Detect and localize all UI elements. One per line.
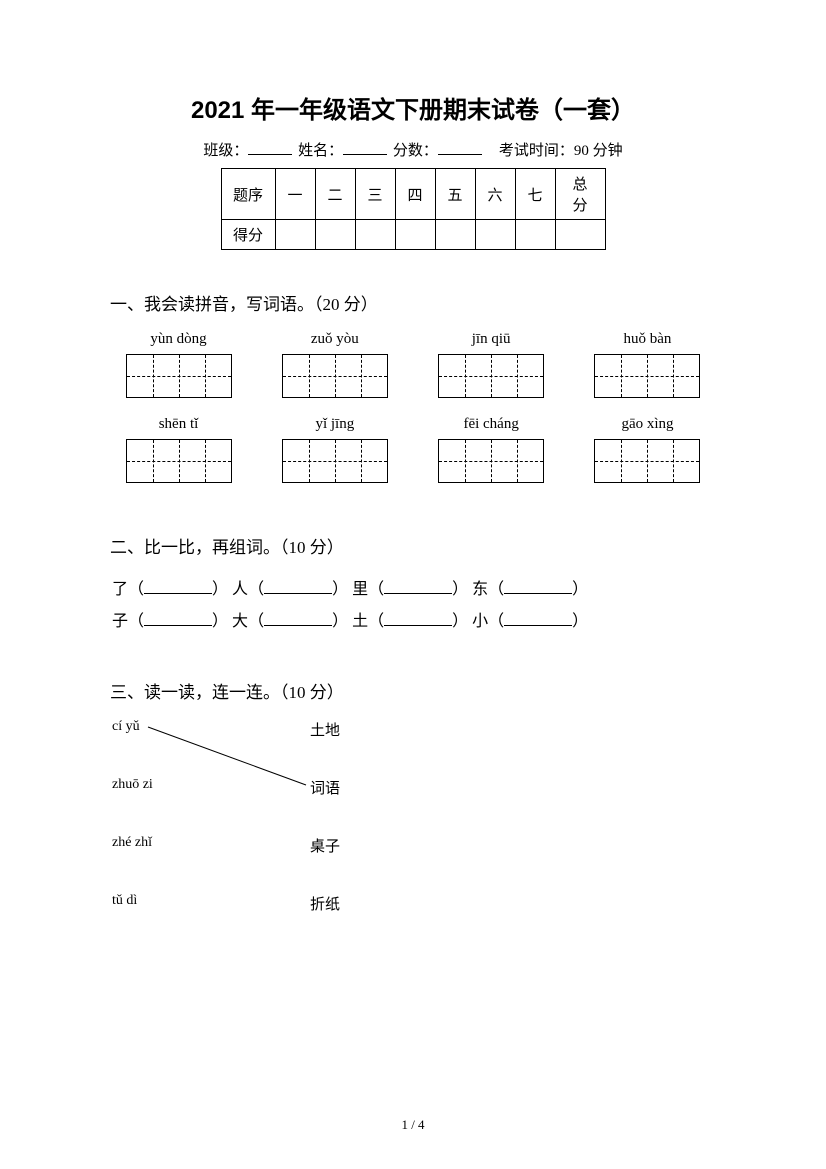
tian-box[interactable] xyxy=(282,439,388,483)
th-3: 三 xyxy=(355,169,395,220)
th-total: 总分 xyxy=(555,169,605,220)
time-label: 考试时间：90 分钟 xyxy=(499,143,623,159)
pinyin-row-2: shēn tǐ yǐ jīng fēi cháng gāo xìng xyxy=(116,416,710,483)
pinyin-label: yùn dòng xyxy=(116,331,241,348)
page: 2021 年一年级语文下册期末试卷（一套） 班级： 姓名： 分数： 考试时间：9… xyxy=(0,0,826,1169)
pinyin-row-1: yùn dòng zuǒ yòu jīn qiū huǒ bàn xyxy=(116,331,710,398)
match-right-item[interactable]: 土地 xyxy=(310,719,340,740)
td-score-6[interactable] xyxy=(475,220,515,250)
tian-box[interactable] xyxy=(126,354,232,398)
class-label: 班级： xyxy=(203,143,248,159)
cmp-char: 了 xyxy=(112,581,128,598)
section-1-heading: 一、我会读拼音，写词语。（20 分） xyxy=(110,290,716,315)
th-4: 四 xyxy=(395,169,435,220)
match-right-item[interactable]: 桌子 xyxy=(310,835,340,856)
th-6: 六 xyxy=(475,169,515,220)
pinyin-item: zuǒ yòu xyxy=(272,331,397,398)
pinyin-item: gāo xìng xyxy=(585,416,710,483)
pinyin-label: gāo xìng xyxy=(585,416,710,433)
section-2-heading: 二、比一比，再组词。（10 分） xyxy=(110,533,716,558)
pinyin-item: yǐ jīng xyxy=(272,416,397,483)
info-line: 班级： 姓名： 分数： 考试时间：90 分钟 xyxy=(110,139,716,160)
cmp-char: 东 xyxy=(472,581,488,598)
pinyin-label: zuǒ yòu xyxy=(272,331,397,348)
cmp-blank[interactable] xyxy=(384,614,452,626)
tian-box[interactable] xyxy=(438,439,544,483)
cmp-blank[interactable] xyxy=(144,582,212,594)
pinyin-item: yùn dòng xyxy=(116,331,241,398)
pinyin-label: shēn tǐ xyxy=(116,416,241,433)
page-footer: 1 / 4 xyxy=(0,1117,826,1133)
pinyin-label: yǐ jīng xyxy=(272,416,397,433)
match-right-item[interactable]: 折纸 xyxy=(310,893,340,914)
cmp-char: 大 xyxy=(232,613,248,630)
td-score-label: 得分 xyxy=(221,220,275,250)
tian-box[interactable] xyxy=(438,354,544,398)
cmp-char: 里 xyxy=(352,581,368,598)
cmp-char: 小 xyxy=(472,613,488,630)
class-blank[interactable] xyxy=(248,141,292,155)
match-left-item[interactable]: zhé zhǐ xyxy=(112,835,152,851)
section-3-heading: 三、读一读，连一连。（10 分） xyxy=(110,678,716,703)
table-row: 题序 一 二 三 四 五 六 七 总分 xyxy=(221,169,605,220)
score-label: 分数： xyxy=(393,143,438,159)
compare-line-1: 了（） 人（） 里（） 东（） xyxy=(112,574,716,606)
pinyin-item: fēi cháng xyxy=(429,416,554,483)
th-7: 七 xyxy=(515,169,555,220)
cmp-char: 土 xyxy=(352,613,368,630)
pinyin-item: huǒ bàn xyxy=(585,331,710,398)
td-score-1[interactable] xyxy=(275,220,315,250)
score-blank[interactable] xyxy=(438,141,482,155)
pinyin-label: jīn qiū xyxy=(429,331,554,348)
td-score-5[interactable] xyxy=(435,220,475,250)
name-label: 姓名： xyxy=(298,143,343,159)
td-score-2[interactable] xyxy=(315,220,355,250)
cmp-char: 子 xyxy=(112,613,128,630)
match-left-item[interactable]: zhuō zi xyxy=(112,777,153,793)
td-score-total[interactable] xyxy=(555,220,605,250)
pinyin-item: jīn qiū xyxy=(429,331,554,398)
td-score-7[interactable] xyxy=(515,220,555,250)
pinyin-label: huǒ bàn xyxy=(585,331,710,348)
table-row: 得分 xyxy=(221,220,605,250)
match-area: cí yǔ zhuō zi zhé zhǐ tǔ dì 土地 词语 桌子 折纸 xyxy=(110,719,716,979)
th-seq: 题序 xyxy=(221,169,275,220)
match-left-item[interactable]: tǔ dì xyxy=(112,893,137,909)
tian-box[interactable] xyxy=(594,439,700,483)
cmp-blank[interactable] xyxy=(384,582,452,594)
tian-box[interactable] xyxy=(282,354,388,398)
cmp-blank[interactable] xyxy=(504,582,572,594)
page-title: 2021 年一年级语文下册期末试卷（一套） xyxy=(110,90,716,125)
cmp-blank[interactable] xyxy=(144,614,212,626)
compare-line-2: 子（） 大（） 土（） 小（） xyxy=(112,606,716,638)
th-5: 五 xyxy=(435,169,475,220)
td-score-3[interactable] xyxy=(355,220,395,250)
score-table: 题序 一 二 三 四 五 六 七 总分 得分 xyxy=(221,168,606,250)
pinyin-item: shēn tǐ xyxy=(116,416,241,483)
name-blank[interactable] xyxy=(343,141,387,155)
cmp-blank[interactable] xyxy=(264,582,332,594)
tian-box[interactable] xyxy=(126,439,232,483)
match-line-svg xyxy=(110,719,410,979)
pinyin-label: fēi cháng xyxy=(429,416,554,433)
cmp-char: 人 xyxy=(232,581,248,598)
th-1: 一 xyxy=(275,169,315,220)
cmp-blank[interactable] xyxy=(264,614,332,626)
cmp-blank[interactable] xyxy=(504,614,572,626)
td-score-4[interactable] xyxy=(395,220,435,250)
tian-box[interactable] xyxy=(594,354,700,398)
match-left-item[interactable]: cí yǔ xyxy=(112,719,140,735)
th-2: 二 xyxy=(315,169,355,220)
match-right-item[interactable]: 词语 xyxy=(310,777,340,798)
